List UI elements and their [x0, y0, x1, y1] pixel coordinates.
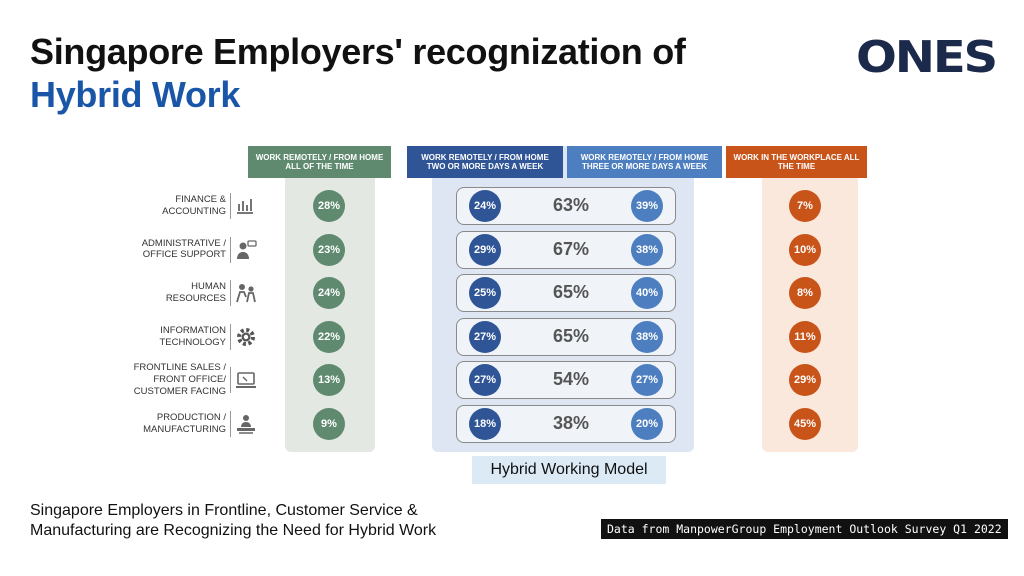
logo-text: ONES — [856, 32, 996, 80]
worker-icon — [230, 411, 256, 437]
dot-workplace: 10% — [789, 233, 821, 266]
title-line-2: Hybrid Work — [30, 74, 241, 116]
source-badge: Data from ManpowerGroup Employment Outlo… — [601, 519, 1008, 539]
dot-all-remote: 9% — [313, 408, 345, 440]
hybrid-percentage: 65% — [552, 282, 590, 303]
caption: Singapore Employers in Frontline, Custom… — [30, 501, 436, 542]
dot-three-days: 38% — [631, 320, 663, 353]
dot-workplace: 8% — [789, 277, 821, 310]
header-two-days: WORK REMOTELY / FROM HOME TWO OR MORE DA… — [407, 146, 563, 178]
caption-line-1: Singapore Employers in Frontline, Custom… — [30, 502, 418, 519]
row-label-line: FINANCE & — [175, 194, 226, 205]
hybrid-percentage: 54% — [552, 369, 590, 390]
caption-line-2: Manufacturing are Recognizing the Need f… — [30, 522, 437, 540]
row-label-line: ADMINISTRATIVE / — [141, 237, 226, 249]
dot-workplace: 11% — [789, 320, 821, 353]
row-label: ADMINISTRATIVE / OFFICE SUPPORT — [100, 238, 226, 262]
dot-all-remote: 13% — [313, 364, 345, 397]
support-agent-icon — [230, 236, 257, 263]
laptop-icon — [230, 367, 256, 394]
row-label-line: TECHNOLOGY — [159, 336, 226, 348]
people-icon — [230, 280, 256, 307]
dot-three-days: 40% — [631, 277, 663, 310]
row-label-line: FRONT OFFICE/ — [153, 374, 226, 386]
header-workplace: WORK IN THE WORKPLACE ALL THE TIME — [726, 146, 867, 178]
dot-two-days: 27% — [469, 364, 501, 397]
hybrid-percentage: 65% — [552, 325, 590, 346]
dot-all-remote: 23% — [313, 233, 345, 266]
hybrid-percentage: 38% — [552, 413, 590, 433]
dot-two-days: 27% — [469, 320, 501, 353]
gear-icon — [230, 323, 256, 350]
dot-all-remote: 24% — [313, 277, 345, 310]
dot-all-remote: 28% — [313, 190, 345, 222]
header-three-days: WORK REMOTELY / FROM HOME THREE OR MORE … — [567, 146, 722, 178]
dot-two-days: 29% — [469, 233, 501, 266]
dot-two-days: 18% — [469, 408, 501, 440]
dot-three-days: 38% — [631, 233, 663, 266]
dot-all-remote: 22% — [313, 320, 345, 353]
hybrid-work-infographic: WORK REMOTELY / FROM HOME ALL OF THE TIM… — [100, 140, 880, 460]
row-label: HUMAN RESOURCES — [100, 281, 226, 305]
row-label: INFORMATION TECHNOLOGY — [100, 325, 226, 349]
row-label: PRODUCTION / MANUFACTURING — [100, 412, 226, 436]
hybrid-percentage: 67% — [552, 238, 590, 259]
row-label-line: INFORMATION — [160, 324, 226, 336]
dot-workplace: 29% — [789, 364, 821, 397]
row-label-line: OFFICE SUPPORT — [142, 249, 226, 261]
dot-workplace: 7% — [789, 190, 821, 222]
row-label-line: FRONTLINE SALES / — [133, 362, 226, 374]
row-label-line: HUMAN — [191, 281, 226, 293]
dot-three-days: 20% — [631, 408, 663, 440]
hybrid-model-label: Hybrid Working Model — [472, 456, 666, 484]
row-label: FINANCE & ACCOUNTING — [100, 194, 226, 218]
row-label-line: PRODUCTION / — [156, 412, 226, 423]
page-title: Singapore Employers' recognization of Hy… — [30, 30, 686, 116]
dot-workplace: 45% — [789, 408, 821, 440]
dot-two-days: 25% — [469, 277, 501, 310]
title-line-1: Singapore Employers' recognization of — [30, 31, 686, 72]
dot-three-days: 39% — [631, 190, 663, 222]
row-label-line: ACCOUNTING — [162, 205, 226, 217]
hybrid-percentage: 63% — [552, 195, 590, 215]
row-label: FRONTLINE SALES / FRONT OFFICE/CUSTOMER F… — [100, 362, 226, 398]
header-all-remote: WORK REMOTELY / FROM HOME ALL OF THE TIM… — [248, 146, 391, 178]
row-label-line: RESOURCES — [165, 293, 226, 305]
dot-two-days: 24% — [469, 190, 501, 222]
chart-icon — [230, 193, 256, 219]
row-label-line: CUSTOMER FACING — [133, 386, 226, 398]
dot-three-days: 27% — [631, 364, 663, 397]
ones-logo: ONES — [856, 32, 996, 80]
row-label-line: MANUFACTURING — [143, 423, 226, 435]
